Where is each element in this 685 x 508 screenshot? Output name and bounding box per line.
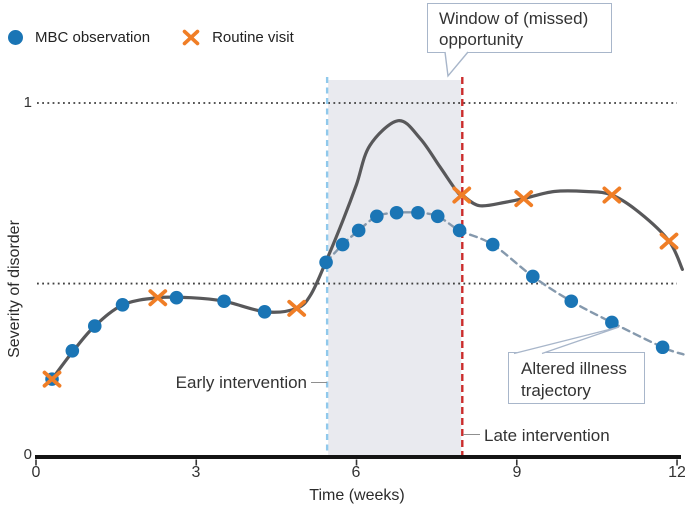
y-tick-label-1: 1 [23,94,32,111]
x-tick-label-3: 3 [191,464,201,481]
mbc-observation-dot [655,340,670,355]
mbc-observation-dot [351,223,366,238]
mbc-observation-dot [430,209,445,224]
legend-mbc-label: MBC observation [35,29,151,46]
window-of-opportunity-region [328,80,462,455]
mbc-observation-dot [115,297,130,312]
y-axis-title: Severity of disorder [6,220,23,358]
y-tick-label-0: 0 [23,446,32,463]
routine-visit-x-mark [287,299,307,317]
legend-routine-label: Routine visit [212,29,294,46]
mbc-observation-dot [389,205,404,220]
mbc-observation-dot [605,315,619,330]
x-tick-label-12: 12 [668,464,685,481]
window-callout-line1: Window of (missed) [439,9,589,28]
window-of-missed-opportunity-callout: Window of (missed) opportunity [427,3,612,53]
mbc-observation-dot [65,344,80,358]
routine-visit-x-mark [42,370,62,388]
late-intervention-label: Late intervention [484,426,610,445]
mbc-observation-dot [452,223,467,238]
mbc-observation-dot [169,290,184,305]
x-axis-title: Time (weeks) [309,487,405,504]
window-callout-line2: opportunity [439,30,524,49]
mbc-observation-dot [217,294,231,309]
routine-visit-x-icon [182,29,200,46]
routine-visit-x-mark [602,186,622,204]
early-intervention-label: Early intervention [175,373,307,392]
mbc-dot-icon [8,30,23,45]
mbc-observation-dot [411,205,425,220]
mbc-observation-dot [335,237,350,252]
mbc-observation-dot [87,319,102,333]
routine-visit-x-mark [659,232,679,250]
x-tick-label-6: 6 [351,464,361,481]
routine-visit-x-mark [514,190,534,208]
mbc-observation-dot [319,255,333,270]
late-intervention-leader-line [463,434,480,435]
altered-illness-trajectory-callout: Altered illness trajectory [508,352,645,404]
x-tick-label-0: 0 [31,464,41,481]
legend-item-routine: Routine visit [182,29,294,46]
early-intervention-leader-line [311,382,327,383]
legend: MBC observation Routine visit [8,29,294,46]
mbc-observation-dot [485,237,500,252]
routine-visit-x-mark [148,289,168,307]
mbc-observation-dot [257,305,272,319]
altered-callout-line1: Altered illness [521,359,627,378]
legend-item-mbc: MBC observation [8,29,150,46]
mbc-observation-dot [526,269,540,284]
routine-visit-x-mark [452,186,472,204]
x-tick-label-9: 9 [512,464,522,481]
window-callout-pointer [444,51,469,78]
altered-callout-line2: trajectory [521,381,591,400]
mbc-observation-dot [564,294,579,309]
altered-callout-pointer [513,326,620,355]
mbc-observation-dot [370,209,384,224]
